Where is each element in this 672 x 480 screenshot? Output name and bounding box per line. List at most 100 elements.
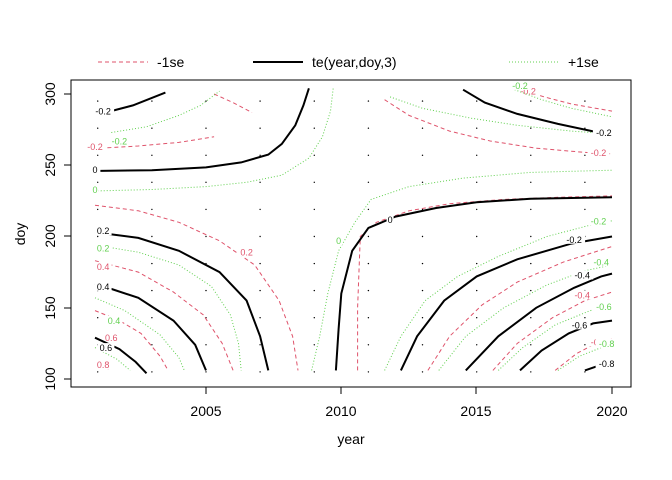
grid-point — [313, 208, 315, 211]
grid-point — [259, 289, 261, 292]
contour-label-background — [595, 358, 618, 368]
grid-point — [584, 317, 586, 319]
grid-point — [259, 100, 261, 102]
contour-label-background — [84, 142, 106, 152]
grid-point — [584, 344, 586, 346]
grid-point — [367, 154, 370, 156]
contour-label-plus-1se-2: 0.2 — [97, 243, 110, 253]
grid-point — [259, 371, 261, 373]
grid-point — [530, 289, 532, 292]
y-tick-label-250: 250 — [42, 153, 58, 177]
contour-plus-1se-4 — [94, 347, 131, 371]
grid-point — [476, 208, 478, 211]
contour-label-background — [592, 127, 615, 137]
grid-point — [476, 344, 478, 346]
contour-label-estimate-4: 0.6 — [100, 343, 113, 353]
grid-point — [367, 100, 370, 102]
grid-point — [205, 289, 207, 292]
contour-label-background — [108, 136, 131, 146]
contour-label-minus-1se-4: 0.6 — [105, 333, 118, 343]
contour-estimate-3 — [94, 282, 207, 371]
grid-points — [97, 100, 586, 373]
grid-point — [584, 154, 586, 156]
grid-point — [530, 181, 532, 183]
grid-point — [584, 181, 586, 183]
grid-point — [421, 317, 424, 319]
grid-point — [259, 127, 261, 129]
y-axis-title: doy — [12, 223, 28, 246]
grid-point — [205, 235, 207, 238]
contour-label-background — [386, 214, 394, 224]
grid-point — [97, 100, 99, 102]
grid-point — [476, 317, 478, 319]
grid-point — [313, 344, 315, 346]
grid-point — [367, 289, 370, 292]
contour-label-estimate-8: -0.6 — [572, 320, 588, 330]
contour-label-background — [335, 236, 343, 246]
contour-label-estimate-10: -0.2 — [596, 128, 612, 138]
contour-label-minus-1se-9: -0.4 — [574, 290, 590, 300]
contour-label-minus-1se-1: -0.2 — [87, 142, 103, 152]
contour-label-background — [91, 184, 99, 194]
grid-point — [259, 154, 261, 156]
grid-point — [205, 154, 207, 156]
grid-point — [313, 262, 315, 265]
contour-label-estimate-6: -0.2 — [566, 235, 582, 245]
contour-lines: -0.2 0.2 0.4 0.6 0.8 -0.2 -0.4 -0.6 -0.2 -0.2 0 0.2… — [84, 80, 618, 374]
grid-point — [313, 371, 315, 373]
contour-label-background — [595, 338, 618, 348]
contour-label-background — [91, 164, 99, 174]
grid-point — [313, 289, 315, 292]
contour-label-background — [102, 333, 120, 343]
grid-point — [476, 100, 478, 102]
grid-point — [584, 208, 586, 211]
grid-point — [367, 235, 370, 238]
grid-point — [151, 154, 153, 156]
grid-point — [151, 262, 153, 265]
y-axis: 100 150 200 250 300 doy — [12, 82, 72, 391]
contour-minus-1se-0 — [213, 93, 253, 113]
contour-label-minus-1se-11: -0.2 — [520, 87, 536, 97]
grid-point — [205, 181, 207, 183]
contour-label-plus-1se-0: -0.2 — [112, 136, 128, 146]
grid-point — [205, 100, 207, 102]
contour-label-background — [509, 80, 531, 90]
grid-point — [530, 208, 532, 211]
contour-label-minus-1se-3: 0.4 — [97, 262, 110, 272]
grid-point — [151, 208, 153, 211]
legend-label-estimate: te(year,doy,3) — [312, 54, 397, 70]
grid-point — [530, 235, 532, 238]
contour-label-minus-1se-7: -0.2 — [591, 148, 607, 158]
legend-label-plus-1se: +1se — [568, 54, 599, 70]
contour-label-plus-1se-8: -0.4 — [593, 258, 609, 268]
contour-plus-1se-8 — [438, 264, 613, 371]
contour-label-estimate-2: 0.2 — [97, 226, 110, 236]
x-tick-label-2015: 2015 — [460, 403, 491, 419]
grid-point — [97, 371, 99, 373]
grid-point — [205, 127, 207, 129]
contour-estimate-2 — [94, 231, 270, 371]
grid-point — [205, 344, 207, 346]
grid-point — [151, 289, 153, 292]
grid-point — [476, 262, 478, 265]
grid-point — [421, 371, 424, 373]
contour-label-background — [587, 147, 610, 157]
contour-plus-1se-1 — [97, 88, 334, 192]
contour-label-plus-1se-1: 0 — [92, 185, 97, 195]
grid-point — [313, 317, 315, 319]
contour-label-minus-1se-5: 0.8 — [97, 360, 110, 370]
contour-plus-1se-3 — [94, 297, 185, 371]
grid-point — [367, 344, 370, 346]
grid-point — [151, 344, 153, 346]
contour-plus-1se-2 — [94, 244, 242, 371]
grid-point — [97, 208, 99, 211]
contour-minus-1se-9 — [492, 291, 613, 371]
grid-point — [313, 154, 315, 156]
contour-label-background — [563, 234, 586, 244]
grid-point — [97, 317, 99, 319]
grid-point — [97, 127, 99, 129]
contour-label-estimate-0: -0.2 — [95, 107, 111, 117]
grid-point — [421, 100, 424, 102]
grid-point — [259, 181, 261, 183]
